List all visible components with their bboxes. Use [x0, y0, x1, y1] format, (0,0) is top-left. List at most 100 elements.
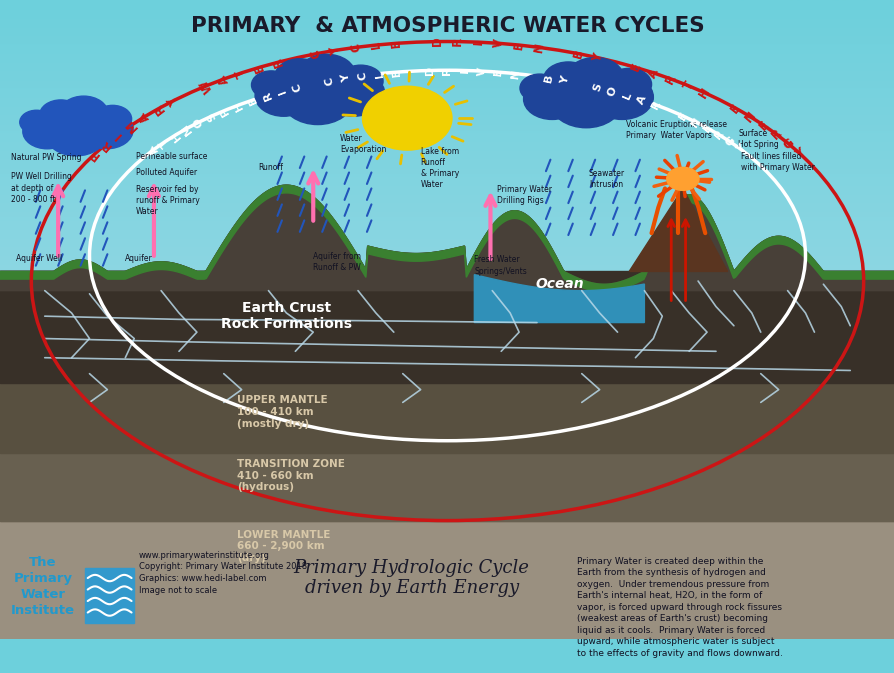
- Circle shape: [362, 86, 451, 150]
- Text: E: E: [391, 68, 401, 77]
- Text: H: H: [168, 129, 181, 142]
- Text: The
Primary
Water
Institute: The Primary Water Institute: [11, 556, 75, 616]
- Text: I: I: [112, 129, 124, 141]
- Text: S: S: [205, 110, 217, 122]
- Text: E: E: [246, 95, 258, 106]
- Circle shape: [251, 71, 291, 99]
- Text: R: R: [260, 90, 273, 102]
- Text: E: E: [628, 61, 643, 73]
- Text: L: L: [621, 90, 633, 101]
- Text: B: B: [543, 73, 554, 83]
- Polygon shape: [0, 185, 894, 383]
- Text: O: O: [606, 85, 619, 98]
- Polygon shape: [0, 383, 894, 454]
- Text: Earth Crust
Rock Formations: Earth Crust Rock Formations: [221, 301, 351, 331]
- Text: R: R: [451, 37, 464, 46]
- Text: C: C: [357, 71, 367, 81]
- Text: P: P: [87, 146, 102, 162]
- Text: R: R: [151, 101, 167, 116]
- Text: A: A: [636, 94, 648, 106]
- Polygon shape: [0, 271, 894, 383]
- Text: D: D: [430, 36, 443, 46]
- Polygon shape: [0, 454, 894, 521]
- Text: Water
Evaporation: Water Evaporation: [340, 134, 386, 154]
- Text: R: R: [270, 56, 285, 69]
- Circle shape: [59, 96, 108, 131]
- Text: R: R: [650, 99, 662, 111]
- Text: LOWER MANTLE
660 - 2,900 km
(dry): LOWER MANTLE 660 - 2,900 km (dry): [237, 530, 330, 563]
- Text: O: O: [192, 116, 206, 129]
- Text: Y: Y: [734, 143, 746, 155]
- Circle shape: [666, 168, 698, 190]
- Text: A: A: [148, 143, 161, 156]
- Polygon shape: [474, 275, 644, 322]
- Text: Volcanic Eruptions release
Primary  Water Vapors: Volcanic Eruptions release Primary Water…: [626, 120, 727, 140]
- Text: N: N: [688, 116, 702, 129]
- Text: I: I: [276, 87, 287, 95]
- Circle shape: [338, 65, 383, 97]
- Text: I: I: [471, 40, 485, 44]
- Text: Y: Y: [166, 93, 181, 108]
- Text: E: E: [389, 39, 402, 48]
- Text: A: A: [645, 66, 661, 80]
- Text: A: A: [137, 109, 153, 125]
- Text: M: M: [179, 121, 194, 136]
- Text: A: A: [215, 72, 232, 86]
- Polygon shape: [628, 188, 727, 271]
- Circle shape: [519, 74, 559, 102]
- Text: Aquifer from
Runoff & PW: Aquifer from Runoff & PW: [313, 252, 361, 272]
- Circle shape: [550, 77, 621, 128]
- Text: Seawater
Intrusion: Seawater Intrusion: [588, 170, 624, 189]
- Circle shape: [20, 110, 54, 134]
- Text: PW Well Drilling
at depth of
200 - 800 ft: PW Well Drilling at depth of 200 - 800 f…: [11, 172, 72, 204]
- Text: Fresh Water
Springs/Vents: Fresh Water Springs/Vents: [474, 256, 527, 275]
- Text: Aquifer Well: Aquifer Well: [16, 254, 63, 263]
- Text: Ocean: Ocean: [535, 277, 583, 291]
- Text: Aquifer: Aquifer: [125, 254, 153, 263]
- Text: L: L: [368, 40, 383, 50]
- Circle shape: [23, 114, 72, 149]
- Text: Y: Y: [590, 52, 605, 64]
- Text: E: E: [728, 101, 743, 116]
- Text: C: C: [291, 82, 303, 93]
- Text: Runoff: Runoff: [257, 163, 283, 172]
- Text: Primary Hydrologic Cycle
driven by Earth Energy: Primary Hydrologic Cycle driven by Earth…: [293, 559, 529, 598]
- Circle shape: [255, 75, 312, 116]
- Text: Y: Y: [792, 147, 806, 162]
- Text: G: G: [780, 136, 797, 152]
- Text: E: E: [251, 61, 266, 73]
- Text: S: S: [591, 82, 603, 93]
- Circle shape: [322, 71, 384, 116]
- Text: R: R: [662, 72, 679, 86]
- Circle shape: [606, 69, 651, 100]
- Text: V: V: [476, 67, 486, 76]
- Polygon shape: [0, 185, 894, 291]
- Text: V: V: [492, 38, 505, 48]
- Text: E: E: [755, 118, 771, 133]
- Text: R: R: [713, 129, 725, 142]
- Text: UPPER MANTLE
100 - 410 km
(mostly dry): UPPER MANTLE 100 - 410 km (mostly dry): [237, 395, 327, 429]
- Circle shape: [590, 75, 653, 119]
- Text: Primary Water is created deep within the
Earth from the synthesis of hydrogen an: Primary Water is created deep within the…: [577, 557, 782, 658]
- Text: C: C: [308, 48, 324, 60]
- Text: H: H: [232, 99, 245, 112]
- Text: D: D: [425, 66, 435, 75]
- Text: TRANSITION ZONE
410 - 660 km
(hydrous): TRANSITION ZONE 410 - 660 km (hydrous): [237, 459, 345, 493]
- Circle shape: [94, 106, 131, 133]
- Text: www.primarywaterinstitute.org
Copyright: Primary Water Institute 2018
Graphics: : www.primarywaterinstitute.org Copyright:…: [139, 551, 307, 595]
- Bar: [85, 569, 134, 623]
- Text: E: E: [493, 68, 503, 77]
- Text: Y: Y: [559, 75, 570, 85]
- Circle shape: [282, 73, 353, 125]
- Text: C: C: [324, 75, 335, 85]
- Text: W: W: [198, 77, 215, 95]
- Text: Surface
Hot Spring: Surface Hot Spring: [738, 129, 779, 149]
- Text: H: H: [696, 85, 713, 100]
- Text: Reservoir fed by
runoff & Primary
Water: Reservoir fed by runoff & Primary Water: [136, 185, 199, 217]
- Text: P: P: [218, 104, 231, 116]
- Text: Natural PW Spring: Natural PW Spring: [11, 153, 81, 162]
- Bar: [0, 521, 894, 639]
- Text: E: E: [701, 122, 713, 135]
- Text: Primary Water
Drilling Rigs: Primary Water Drilling Rigs: [496, 185, 551, 205]
- Text: I: I: [460, 68, 469, 73]
